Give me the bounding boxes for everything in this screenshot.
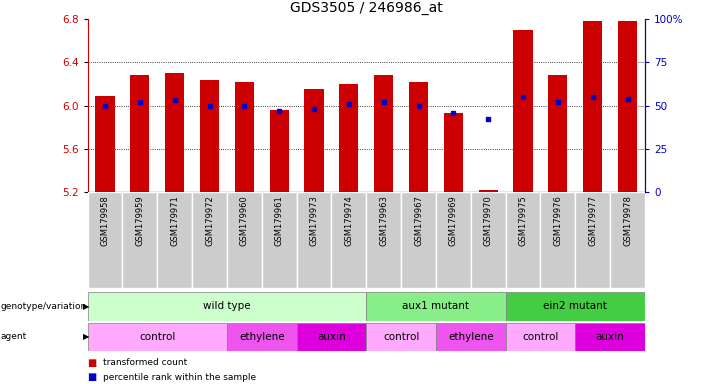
Text: GSM179960: GSM179960 <box>240 195 249 246</box>
Text: control: control <box>522 332 559 342</box>
Bar <box>123 192 157 288</box>
Bar <box>297 323 367 351</box>
Text: ▶: ▶ <box>83 333 89 341</box>
Bar <box>471 192 505 288</box>
Bar <box>505 292 645 321</box>
Text: GSM179976: GSM179976 <box>553 195 562 246</box>
Text: GSM179961: GSM179961 <box>275 195 284 246</box>
Bar <box>583 22 602 192</box>
Bar <box>505 323 576 351</box>
Text: auxin: auxin <box>596 332 625 342</box>
Text: ■: ■ <box>88 358 97 368</box>
Text: GSM179963: GSM179963 <box>379 195 388 246</box>
Bar <box>157 192 192 288</box>
Bar <box>409 82 428 192</box>
Title: GDS3505 / 246986_at: GDS3505 / 246986_at <box>290 2 442 15</box>
Bar <box>95 96 115 192</box>
Bar <box>235 82 254 192</box>
Text: GSM179974: GSM179974 <box>344 195 353 246</box>
Bar <box>297 192 332 288</box>
Bar <box>88 192 123 288</box>
Bar <box>576 192 610 288</box>
Text: ▶: ▶ <box>83 302 89 311</box>
Bar <box>618 22 637 192</box>
Text: ethylene: ethylene <box>448 332 494 342</box>
Text: auxin: auxin <box>317 332 346 342</box>
Bar <box>513 30 533 192</box>
Bar <box>270 110 289 192</box>
Bar <box>192 192 227 288</box>
Bar <box>227 192 261 288</box>
Bar <box>88 323 227 351</box>
Text: GSM179969: GSM179969 <box>449 195 458 246</box>
Bar <box>304 89 324 192</box>
Text: percentile rank within the sample: percentile rank within the sample <box>103 372 256 382</box>
Bar <box>130 75 149 192</box>
Bar <box>367 192 401 288</box>
Bar <box>227 323 297 351</box>
Bar <box>576 323 645 351</box>
Text: ethylene: ethylene <box>239 332 285 342</box>
Text: GSM179972: GSM179972 <box>205 195 214 246</box>
Text: GSM179978: GSM179978 <box>623 195 632 246</box>
Text: GSM179967: GSM179967 <box>414 195 423 246</box>
Text: GSM179977: GSM179977 <box>588 195 597 246</box>
Text: ■: ■ <box>88 372 97 382</box>
Text: genotype/variation: genotype/variation <box>1 302 87 311</box>
Text: GSM179971: GSM179971 <box>170 195 179 246</box>
Bar <box>401 192 436 288</box>
Bar <box>367 323 436 351</box>
Text: transformed count: transformed count <box>103 358 187 367</box>
Bar <box>200 80 219 192</box>
Bar <box>540 192 576 288</box>
Text: ein2 mutant: ein2 mutant <box>543 301 607 311</box>
Bar <box>479 190 498 192</box>
Text: wild type: wild type <box>203 301 251 311</box>
Text: GSM179959: GSM179959 <box>135 195 144 245</box>
Bar <box>374 75 393 192</box>
Bar <box>444 113 463 192</box>
Bar <box>339 84 358 192</box>
Bar <box>610 192 645 288</box>
Text: GSM179970: GSM179970 <box>484 195 493 246</box>
Text: control: control <box>383 332 419 342</box>
Bar <box>436 192 471 288</box>
Bar <box>88 292 367 321</box>
Bar <box>165 73 184 192</box>
Bar <box>505 192 540 288</box>
Bar <box>436 323 505 351</box>
Bar <box>367 292 505 321</box>
Text: aux1 mutant: aux1 mutant <box>402 301 470 311</box>
Text: GSM179975: GSM179975 <box>519 195 528 246</box>
Bar <box>548 75 567 192</box>
Bar <box>332 192 367 288</box>
Text: GSM179973: GSM179973 <box>310 195 318 246</box>
Bar <box>261 192 297 288</box>
Text: GSM179958: GSM179958 <box>100 195 109 246</box>
Text: agent: agent <box>1 333 27 341</box>
Text: control: control <box>139 332 175 342</box>
